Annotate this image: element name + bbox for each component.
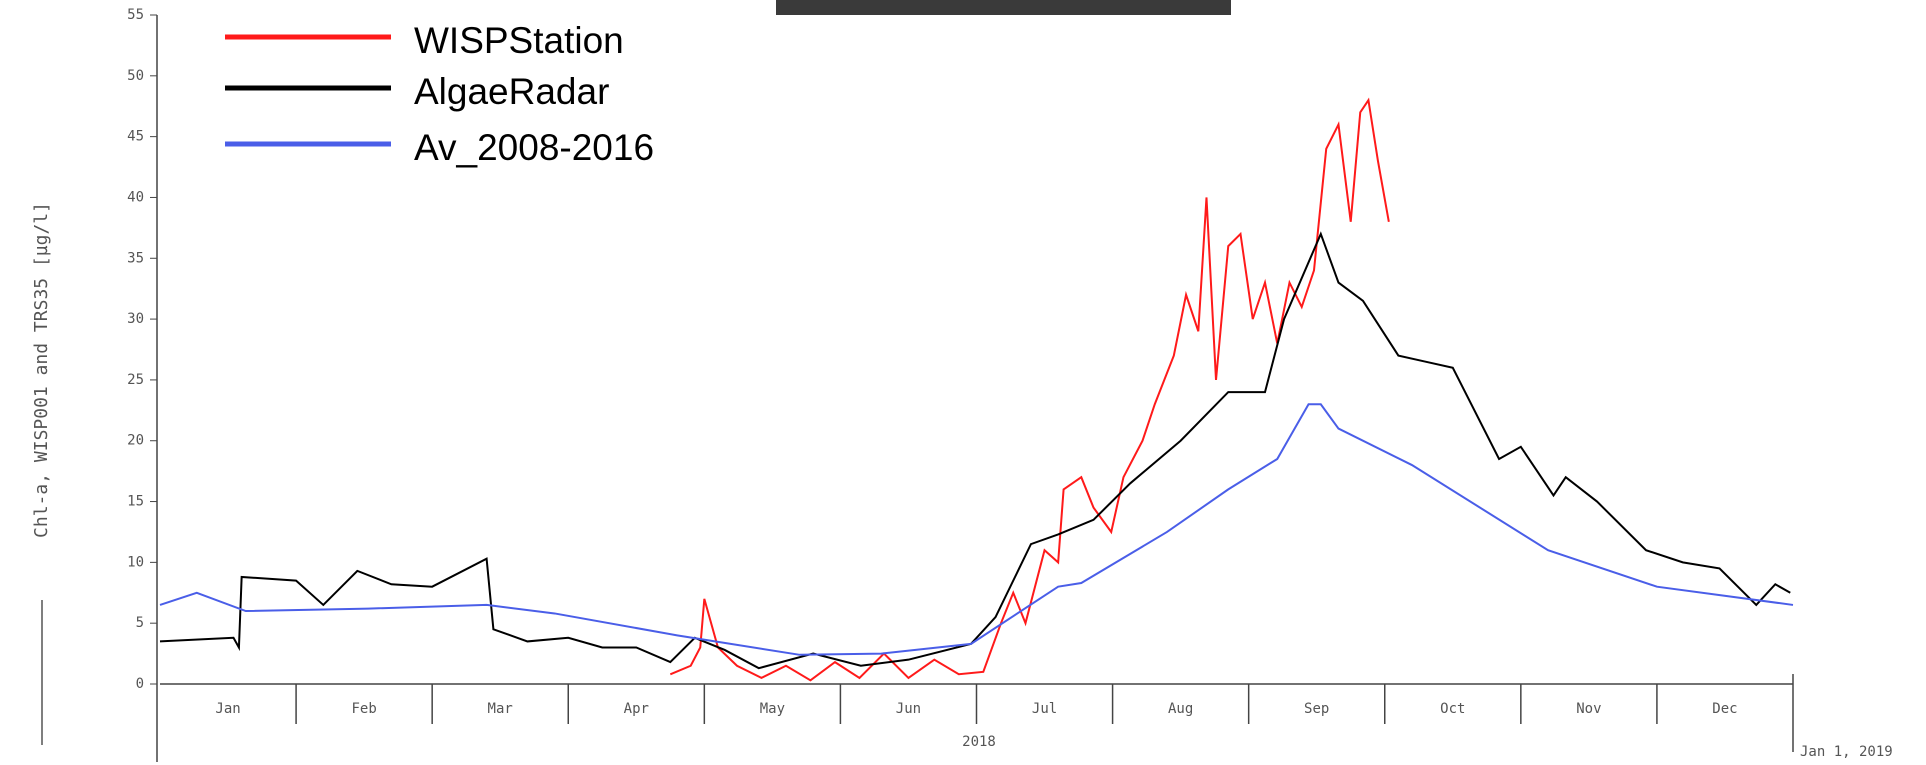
end-date-label: Jan 1, 2019: [1800, 744, 1893, 760]
x-tick-label: Jun: [896, 701, 921, 717]
x-tick-label: May: [760, 701, 785, 717]
y-axis-label: Chl-a, WISP001 and TRS35 [µg/l]: [31, 202, 52, 538]
photo-fragment: [776, 0, 1231, 15]
legend-label: Av_2008-2016: [414, 127, 654, 168]
x-tick-label: Jul: [1032, 701, 1057, 717]
x-tick-label: Apr: [624, 701, 649, 717]
y-tick-label: 45: [127, 129, 144, 145]
x-tick-label: Nov: [1576, 701, 1601, 717]
y-tick-label: 30: [127, 311, 144, 327]
y-tick-label: 5: [136, 615, 144, 631]
y-tick-label: 50: [127, 68, 144, 84]
y-tick-label: 35: [127, 250, 144, 266]
legend-label: WISPStation: [414, 20, 624, 61]
x-tick-label: Feb: [351, 701, 376, 717]
y-tick-label: 40: [127, 189, 144, 205]
x-tick-label: Oct: [1440, 701, 1465, 717]
x-tick-label: Aug: [1168, 701, 1193, 717]
x-tick-label: Jan: [215, 701, 240, 717]
y-tick-label: 15: [127, 494, 144, 510]
x-axis-label: 2018: [962, 734, 996, 750]
series-line: [159, 403, 1794, 656]
y-tick-label: 10: [127, 554, 144, 570]
series-line: [669, 97, 1390, 682]
series-line: [159, 231, 1791, 670]
x-tick-label: Mar: [488, 701, 513, 717]
x-tick-label: Dec: [1712, 701, 1737, 717]
y-tick-label: 55: [127, 7, 144, 23]
y-tick-label: 25: [127, 372, 144, 388]
y-tick-label: 0: [136, 676, 144, 692]
x-tick-label: Sep: [1304, 701, 1329, 717]
y-tick-label: 20: [127, 433, 144, 449]
legend-label: AlgaeRadar: [414, 71, 609, 112]
